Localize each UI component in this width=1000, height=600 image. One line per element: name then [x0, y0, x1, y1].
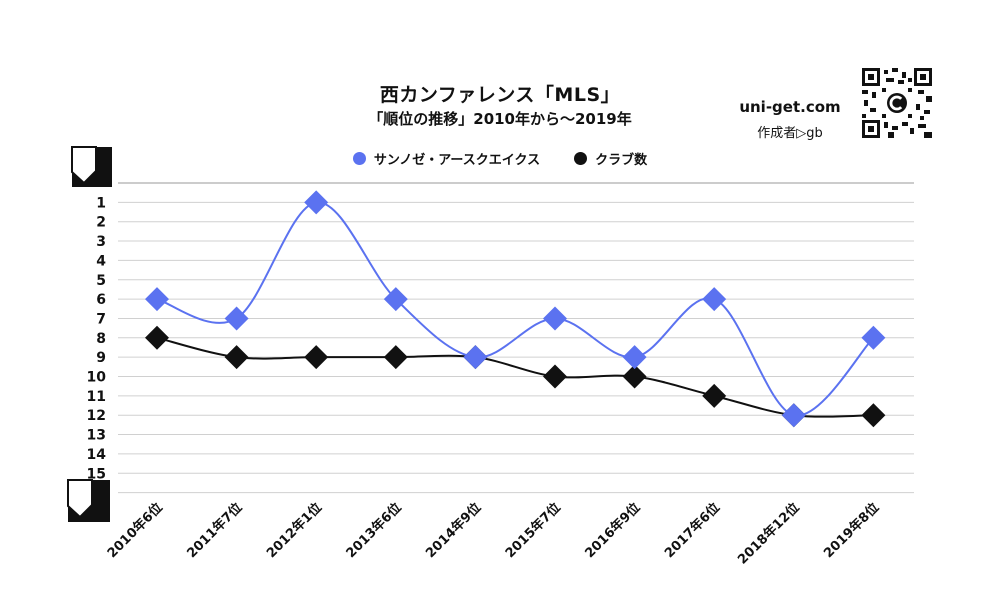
y-tick-label: 5 — [96, 273, 106, 289]
y-tick-label: 13 — [87, 428, 106, 444]
legend-item-earthquakes: サンノゼ・アースクエイクス — [352, 149, 541, 168]
data-point-marker — [622, 345, 647, 370]
y-tick-label: 2 — [96, 215, 106, 231]
y-tick-label: 7 — [96, 311, 106, 327]
x-tick-label: 2013年6位 — [343, 500, 405, 562]
x-tick-label: 2017年6位 — [661, 500, 723, 562]
chart-legend: サンノゼ・アースクエイクス クラブ数 — [0, 148, 1000, 168]
y-tick-label: 3 — [96, 234, 106, 250]
data-point-marker — [622, 364, 647, 389]
legend-swatch-black — [574, 151, 588, 165]
data-point-marker — [304, 345, 329, 370]
data-point-marker — [304, 190, 329, 215]
data-point-marker — [145, 287, 169, 312]
series-earthquakes — [145, 190, 886, 428]
x-tick-label: 2010年6位 — [104, 500, 166, 562]
data-point-marker — [543, 364, 567, 389]
data-point-marker — [224, 306, 249, 331]
data-point-marker — [224, 345, 249, 370]
data-point-marker — [702, 383, 727, 408]
legend-item-club-count: クラブ数 — [574, 149, 647, 168]
y-tick-label: 12 — [87, 408, 106, 424]
x-tick-label: 2016年9位 — [582, 500, 644, 562]
chart-subtitle: 「順位の推移」2010年から～2019年 — [368, 110, 632, 128]
data-point-marker — [781, 403, 806, 428]
author-credit: 作成者▷gb — [757, 126, 823, 141]
y-tick-label: 10 — [87, 370, 107, 386]
corner-ornament-top — [71, 146, 112, 187]
x-tick-label: 2018年12位 — [735, 500, 803, 568]
data-point-marker — [383, 287, 408, 312]
y-tick-label: 1 — [96, 195, 106, 211]
x-tick-label: 2015年7位 — [502, 500, 564, 562]
y-tick-label: 15 — [87, 466, 106, 482]
axis-decorations — [67, 146, 112, 522]
y-tick-label: 11 — [87, 389, 106, 405]
data-point-marker — [543, 306, 567, 331]
series-line — [156, 201, 875, 417]
data-point-marker — [145, 325, 169, 350]
y-tick-label: 9 — [96, 350, 106, 366]
y-tick-label: 8 — [96, 331, 106, 347]
legend-label-club-count: クラブ数 — [595, 152, 648, 168]
y-tick-label: 4 — [96, 253, 106, 269]
series-line — [156, 336, 874, 418]
data-point-marker — [702, 287, 727, 312]
chart-title: 西カンファレンス「MLS」 — [379, 84, 621, 106]
qr-code-icon — [862, 68, 932, 138]
x-tick-label: 2011年7位 — [184, 500, 246, 562]
x-tick-label: 2019年8位 — [821, 500, 883, 562]
site-name: uni-get.com — [739, 98, 841, 116]
corner-ornament-bottom — [67, 479, 110, 522]
x-tick-label: 2014年9位 — [423, 500, 485, 562]
data-point-marker — [861, 325, 886, 350]
y-tick-label: 6 — [96, 292, 106, 308]
data-point-marker — [463, 345, 488, 370]
data-point-marker — [383, 345, 408, 370]
legend-swatch-blue — [352, 151, 366, 165]
x-tick-label: 2012年1位 — [263, 500, 325, 562]
legend-label-earthquakes: サンノゼ・アースクエイクス — [373, 152, 541, 168]
grid-lines — [118, 182, 914, 494]
y-tick-label: 14 — [87, 447, 107, 463]
data-point-marker — [861, 403, 886, 428]
